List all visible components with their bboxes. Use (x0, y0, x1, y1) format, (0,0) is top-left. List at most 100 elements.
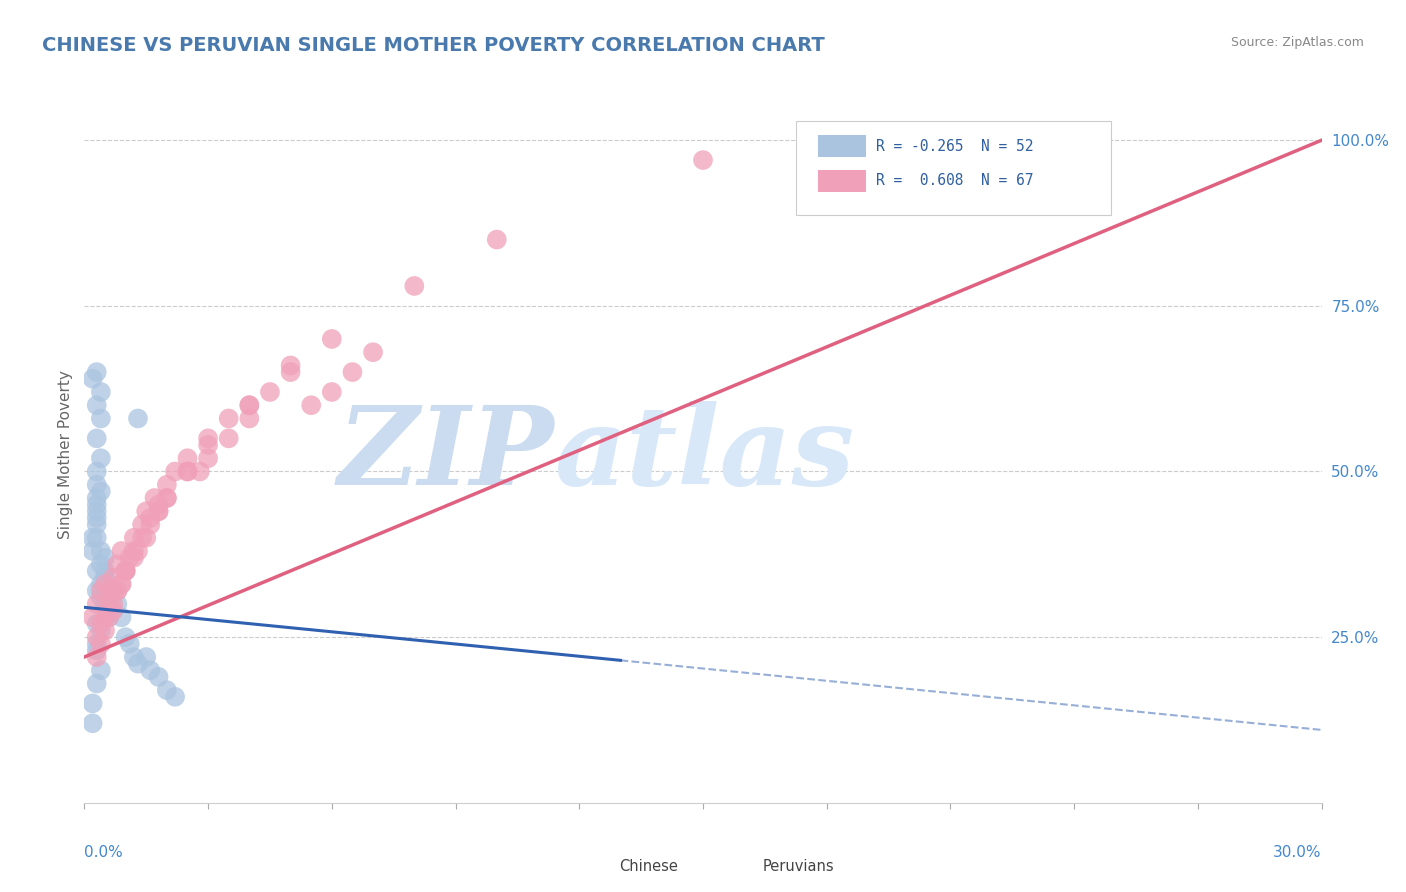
Point (105, 558, 128, 572)
Point (90, 411, 112, 425)
Point (86, 431, 108, 445)
Point (82, 610, 104, 624)
Point (86, 643, 108, 657)
FancyBboxPatch shape (713, 856, 755, 876)
Point (148, 498, 170, 512)
Point (122, 531, 145, 545)
Point (90, 663, 112, 677)
Point (103, 604, 125, 618)
Point (197, 451, 219, 466)
Point (342, 365, 364, 379)
Point (118, 637, 141, 651)
Point (143, 491, 166, 505)
FancyBboxPatch shape (571, 856, 613, 876)
Point (139, 511, 162, 525)
Point (197, 438, 219, 452)
Point (98, 610, 121, 624)
Point (82, 372, 104, 386)
Point (86, 504, 108, 518)
Point (86, 676, 108, 690)
Point (110, 544, 132, 558)
Point (148, 504, 170, 518)
Point (90, 384, 112, 399)
FancyBboxPatch shape (818, 135, 866, 157)
Point (94, 570, 117, 584)
Point (361, 345, 384, 359)
Point (156, 683, 179, 698)
Point (118, 550, 141, 565)
Text: atlas: atlas (554, 401, 855, 508)
Point (176, 465, 198, 479)
Point (90, 544, 112, 558)
Text: CHINESE VS PERUVIAN SINGLE MOTHER POVERTY CORRELATION CHART: CHINESE VS PERUVIAN SINGLE MOTHER POVERT… (42, 36, 825, 54)
Point (156, 477, 179, 491)
Point (218, 431, 240, 445)
Point (90, 637, 112, 651)
Point (165, 465, 187, 479)
Point (82, 544, 104, 558)
Point (114, 564, 136, 578)
Point (148, 670, 170, 684)
Point (98, 597, 121, 611)
Point (127, 411, 149, 425)
Text: R =  0.608  N = 67: R = 0.608 N = 67 (876, 173, 1033, 188)
Point (94, 564, 117, 578)
Point (165, 690, 187, 704)
Point (135, 504, 157, 518)
Point (98, 583, 121, 598)
Point (86, 597, 108, 611)
Point (299, 398, 322, 412)
Point (122, 544, 145, 558)
Point (218, 411, 240, 425)
Point (86, 491, 108, 505)
Point (86, 398, 108, 412)
Point (86, 650, 108, 665)
Point (127, 657, 149, 671)
Point (280, 359, 302, 373)
Point (105, 597, 128, 611)
Point (86, 365, 108, 379)
Point (86, 564, 108, 578)
Point (114, 630, 136, 644)
Point (122, 650, 145, 665)
Point (110, 577, 132, 591)
Point (404, 279, 426, 293)
Point (188, 465, 211, 479)
Point (86, 465, 108, 479)
Point (94, 624, 117, 638)
Point (122, 550, 145, 565)
Point (176, 465, 198, 479)
Point (238, 398, 260, 412)
Point (90, 624, 112, 638)
Point (103, 583, 125, 598)
Point (131, 517, 153, 532)
Point (148, 504, 170, 518)
Point (103, 597, 125, 611)
Text: Source: ZipAtlas.com: Source: ZipAtlas.com (1230, 36, 1364, 49)
Point (82, 697, 104, 711)
Point (86, 517, 108, 532)
Text: R = -0.265  N = 52: R = -0.265 N = 52 (876, 138, 1033, 153)
Point (103, 570, 125, 584)
Text: Chinese: Chinese (619, 859, 678, 873)
Point (86, 630, 108, 644)
Point (90, 583, 112, 598)
Point (135, 531, 157, 545)
Point (131, 531, 153, 545)
Point (90, 616, 112, 631)
Point (238, 411, 260, 425)
Point (86, 637, 108, 651)
Point (86, 531, 108, 545)
Text: ZIP: ZIP (337, 401, 554, 508)
Point (156, 491, 179, 505)
Text: 0.0%: 0.0% (84, 845, 124, 860)
Point (259, 384, 281, 399)
Point (135, 650, 157, 665)
Point (90, 591, 112, 605)
Point (94, 597, 117, 611)
Point (98, 583, 121, 598)
Point (86, 477, 108, 491)
Point (86, 616, 108, 631)
Point (692, 153, 714, 167)
FancyBboxPatch shape (796, 121, 1111, 215)
